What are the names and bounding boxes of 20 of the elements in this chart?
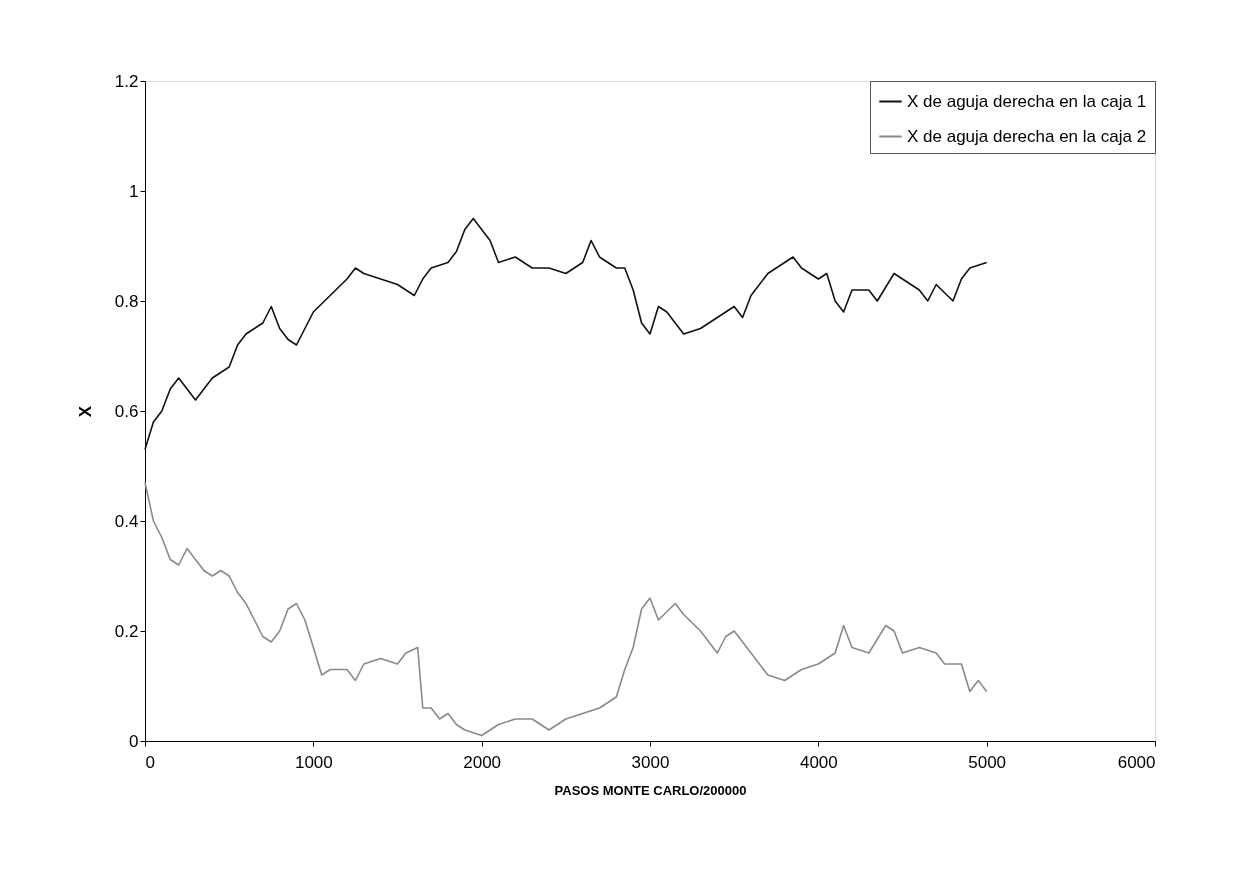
x-axis-title: PASOS MONTE CARLO/200000 bbox=[554, 782, 747, 798]
x-tick-label: 0 bbox=[145, 752, 155, 772]
x-tick-label: 3000 bbox=[631, 752, 670, 772]
x-tick-label: 5000 bbox=[968, 752, 1007, 772]
x-tick-label: 2000 bbox=[463, 752, 502, 772]
y-axis-title: X bbox=[75, 405, 95, 418]
x-tick-label: 1000 bbox=[294, 752, 333, 772]
y-tick-label: 1 bbox=[129, 181, 139, 201]
y-tick-label: 0.8 bbox=[114, 291, 139, 311]
x-tick-label: 6000 bbox=[1117, 752, 1156, 772]
y-tick-label: 0.4 bbox=[114, 511, 139, 531]
y-tick-label: 0.2 bbox=[114, 621, 139, 641]
legend-label: X de aguja derecha en la caja 1 bbox=[907, 91, 1147, 111]
y-tick-label: 0.6 bbox=[114, 401, 139, 421]
y-tick-label: 1.2 bbox=[114, 71, 139, 91]
x-tick-label: 4000 bbox=[799, 752, 838, 772]
line-series bbox=[144, 217, 988, 451]
legend-label: X de aguja derecha en la caja 2 bbox=[907, 126, 1147, 146]
line-series bbox=[144, 481, 988, 737]
y-tick-label: 0 bbox=[129, 731, 139, 751]
